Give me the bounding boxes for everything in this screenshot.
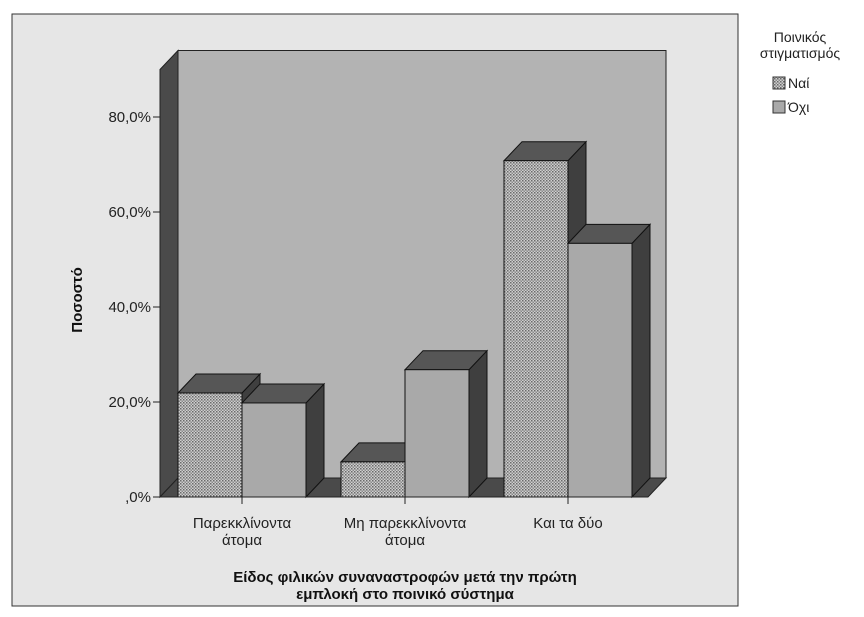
y-tick-label: ,0%	[125, 489, 151, 506]
y-axis-title: Ποσοστό	[69, 267, 86, 333]
bar	[566, 223, 652, 499]
bar-front	[340, 461, 406, 498]
legend-swatch-ochi	[772, 100, 786, 114]
bar	[240, 382, 326, 499]
x-tick-label: άτομα	[385, 532, 425, 549]
legend-title-line-2: στιγματισμός	[760, 45, 841, 61]
y-axis: ,0% 20,0% 40,0% 60,0% 80,0%	[108, 69, 161, 506]
bar-front	[177, 392, 243, 498]
bar-side	[631, 223, 651, 499]
legend: Ποινικός στιγματισμός Ναί Όχι	[760, 29, 841, 115]
legend-label-ochi: Όχι	[787, 99, 809, 115]
legend-label-nai: Ναί	[788, 75, 809, 91]
bar-front	[404, 369, 470, 498]
bar-front	[503, 160, 569, 498]
legend-title-line-1: Ποινικός	[774, 29, 827, 45]
bar-front	[241, 402, 307, 498]
y-tick-label: 80,0%	[108, 109, 151, 126]
bars	[176, 140, 652, 499]
left-wall	[159, 49, 179, 499]
y-tick-label: 60,0%	[108, 204, 151, 221]
y-tick-label: 40,0%	[108, 299, 151, 316]
bar	[403, 349, 489, 499]
x-axis-title-line-1: Είδος φιλικών συναναστροφών μετά την πρώ…	[233, 569, 576, 586]
bar-front	[567, 242, 633, 498]
x-tick-label: άτομα	[222, 532, 262, 549]
x-tick-label: Παρεκκλίνοντα	[193, 515, 292, 532]
y-tick-label: 20,0%	[108, 394, 151, 411]
bar-side	[305, 382, 325, 499]
bar-side	[468, 349, 488, 499]
x-tick-label: Μη παρεκκλίνοντα	[344, 515, 467, 532]
legend-swatch-nai	[772, 76, 786, 90]
bar	[502, 140, 588, 499]
x-axis-title-line-2: εμπλοκή στο ποινικό σύστημα	[296, 586, 514, 603]
x-tick-label: Και τα δύο	[533, 515, 602, 532]
